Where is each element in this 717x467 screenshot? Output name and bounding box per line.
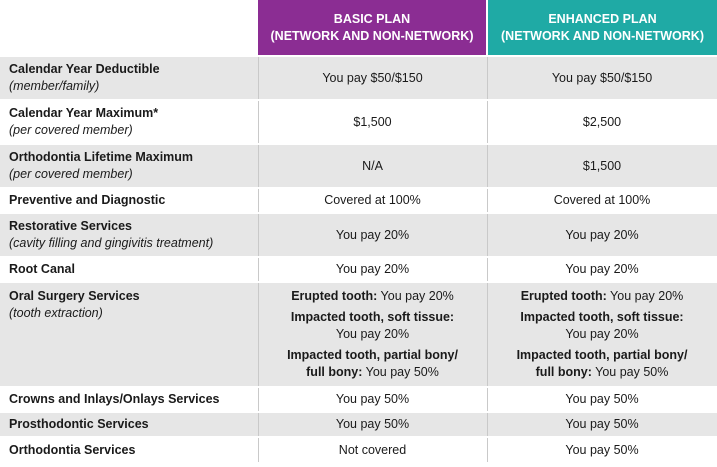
enhanced-value: $1,500 [487,143,717,188]
basic-value: You pay 50% [257,386,488,412]
enhanced-plan-header: ENHANCED PLAN (NETWORK AND NON-NETWORK) [487,0,717,56]
row-title: Calendar Year Maximum* [9,106,159,120]
row-restorative-services: Restorative Services (cavity filling and… [0,212,717,257]
enhanced-value: You pay 50% [487,436,717,462]
enhanced-plan-subtitle: (NETWORK AND NON-NETWORK) [501,28,704,43]
row-title: Root Canal [9,262,75,276]
impacted-soft-label: Impacted tooth, soft tissue: [520,310,684,324]
basic-value: $1,500 [257,99,488,144]
row-title: Calendar Year Deductible [9,62,160,76]
row-subtitle: (per covered member) [9,167,133,181]
row-title: Orthodontia Services [9,442,136,457]
basic-plan-subtitle: (NETWORK AND NON-NETWORK) [270,28,474,43]
enhanced-value: Erupted tooth: You pay 20% Impacted toot… [487,281,717,387]
row-orthodontia-services: Orthodontia Services Not covered You pay… [0,436,717,462]
basic-value: N/A [257,143,488,188]
row-label: Crowns and Inlays/Onlays Services [0,386,258,412]
row-title: Orthodontia Lifetime Maximum [9,150,194,164]
row-oral-surgery-services: Oral Surgery Services (tooth extraction)… [0,281,717,387]
enhanced-value: You pay 20% [487,256,717,282]
basic-plan-header: BASIC PLAN (NETWORK AND NON-NETWORK) [258,0,488,56]
row-prosthodontic-services: Prosthodontic Services You pay 50% You p… [0,411,717,437]
row-title: Restorative Services [9,219,132,233]
impacted-bony-line: full bony: You pay 50% [306,365,439,379]
basic-value: Erupted tooth: You pay 20% Impacted toot… [257,281,488,387]
row-label: Calendar Year Maximum* (per covered memb… [0,99,258,144]
row-calendar-year-maximum: Calendar Year Maximum* (per covered memb… [0,99,717,144]
basic-plan-title: BASIC PLAN [333,11,411,26]
erupted-tooth-line: Erupted tooth: You pay 20% [291,289,454,303]
row-label: Oral Surgery Services (tooth extraction) [0,281,258,387]
enhanced-plan-title: ENHANCED PLAN [548,11,657,26]
row-label: Restorative Services (cavity filling and… [0,212,258,257]
row-subtitle: (cavity filling and gingivitis treatment… [9,236,214,250]
enhanced-value: $2,500 [487,99,717,144]
basic-value: Covered at 100% [257,187,488,213]
row-title: Oral Surgery Services [9,289,140,303]
row-label: Calendar Year Deductible (member/family) [0,55,258,100]
impacted-soft-value: You pay 20% [335,327,410,341]
impacted-soft-value: You pay 20% [565,327,639,341]
row-crowns-inlays-onlays: Crowns and Inlays/Onlays Services You pa… [0,386,717,412]
row-label: Orthodontia Services [0,436,258,462]
row-label: Preventive and Diagnostic [0,187,258,213]
basic-value: You pay 20% [257,212,488,257]
header-blank-cell [0,0,258,56]
basic-value: You pay 20% [257,256,488,282]
basic-value: Not covered [257,436,488,462]
row-title: Crowns and Inlays/Onlays Services [9,392,220,406]
enhanced-value: Covered at 100% [487,187,717,213]
impacted-soft-label: Impacted tooth, soft tissue: [290,310,455,324]
row-root-canal: Root Canal You pay 20% You pay 20% [0,256,717,282]
basic-value: You pay 50% [257,411,488,437]
impacted-bony-line: full bony: You pay 50% [535,365,669,379]
row-preventive-and-diagnostic: Preventive and Diagnostic Covered at 100… [0,187,717,213]
row-subtitle: (tooth extraction) [9,306,103,320]
enhanced-value: You pay $50/$150 [487,55,717,100]
row-calendar-year-deductible: Calendar Year Deductible (member/family)… [0,55,717,100]
erupted-tooth-line: Erupted tooth: You pay 20% [520,289,684,303]
row-title: Preventive and Diagnostic [9,193,166,207]
header-row: BASIC PLAN (NETWORK AND NON-NETWORK) ENH… [0,0,717,56]
row-label: Prosthodontic Services [0,411,258,437]
enhanced-value: You pay 20% [487,212,717,257]
row-title: Prosthodontic Services [9,417,149,431]
row-orthodontia-lifetime-maximum: Orthodontia Lifetime Maximum (per covere… [0,143,717,188]
impacted-bony-label: Impacted tooth, partial bony/ [516,348,688,362]
row-subtitle: (member/family) [9,79,100,93]
basic-value: You pay $50/$150 [257,55,488,100]
row-label: Root Canal [0,256,258,282]
enhanced-value: You pay 50% [487,411,717,437]
row-subtitle: (per covered member) [9,123,133,137]
enhanced-value: You pay 50% [487,386,717,412]
row-label: Orthodontia Lifetime Maximum (per covere… [0,143,258,188]
impacted-bony-label: Impacted tooth, partial bony/ [287,348,458,362]
